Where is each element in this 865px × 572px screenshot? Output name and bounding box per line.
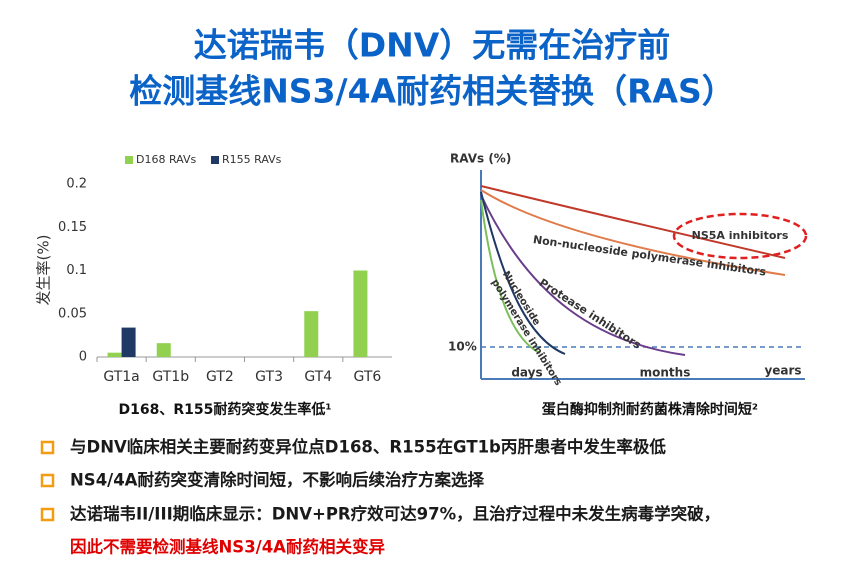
bar bbox=[353, 270, 368, 357]
bar bbox=[121, 327, 136, 357]
legend-label: D168 RAVs bbox=[136, 153, 197, 166]
diagram-caption: 蛋白酶抑制剂耐药菌株清除时间短² bbox=[542, 401, 758, 418]
diagram-y-label: RAVs (%) bbox=[450, 152, 511, 166]
bullet-icon bbox=[40, 473, 55, 488]
curve-label: NS5A inhibitors bbox=[692, 229, 789, 242]
curve-label: Protease inhibitors bbox=[537, 276, 644, 352]
curve bbox=[480, 189, 786, 276]
bar bbox=[304, 311, 319, 357]
legend-swatch bbox=[211, 156, 219, 164]
curve bbox=[480, 185, 786, 259]
bullet-icon bbox=[40, 507, 55, 522]
curve bbox=[480, 199, 541, 354]
y-tick-label: 0.15 bbox=[58, 220, 87, 235]
bar bbox=[107, 352, 122, 357]
title-line: 检测基线NS3/4A耐药相关替换（RAS） bbox=[129, 72, 735, 111]
y-tick-label: 0 bbox=[79, 350, 87, 365]
x-tick-label: GT3 bbox=[255, 369, 283, 385]
y-tick-label: 0.1 bbox=[66, 263, 87, 278]
y-axis-label: 发生率(%) bbox=[35, 235, 53, 306]
legend-label: R155 RAVs bbox=[222, 153, 282, 166]
diagram: RAVs (%) 10% days months years NS5A inhi… bbox=[448, 152, 808, 418]
y-tick-label: 0.05 bbox=[58, 306, 87, 321]
bullet-text: 达诺瑞韦II/III期临床显示：DNV+PR疗效可达97%，且治疗过程中未发生病… bbox=[70, 504, 720, 524]
y-tick-label: 0.2 bbox=[66, 177, 87, 192]
bullet-text: 因此不需要检测基线NS3/4A耐药相关变异 bbox=[70, 537, 385, 557]
bar bbox=[156, 343, 171, 357]
x-tick-label: GT6 bbox=[354, 369, 382, 385]
x-label: days bbox=[511, 366, 542, 380]
curve bbox=[480, 194, 686, 356]
bullet-text: 与DNV临床相关主要耐药变异位点D168、R155在GT1b丙肝患者中发生率极低 bbox=[70, 437, 666, 457]
curve bbox=[480, 191, 566, 355]
highlight bbox=[672, 212, 808, 260]
chart-caption: D168、R155耐药突变发生率低¹ bbox=[119, 401, 332, 418]
title-line: 达诺瑞韦（DNV）无需在治疗前 bbox=[194, 26, 671, 65]
threshold-label: 10% bbox=[448, 340, 477, 354]
x-tick-label: GT4 bbox=[304, 369, 332, 385]
x-tick-label: GT1a bbox=[103, 369, 139, 385]
legend-swatch bbox=[125, 156, 133, 164]
bullet-text: NS4/4A耐药突变清除时间短，不影响后续治疗方案选择 bbox=[70, 470, 484, 490]
x-tick-label: GT1b bbox=[152, 369, 189, 385]
x-label: months bbox=[640, 366, 691, 380]
x-tick-label: GT2 bbox=[206, 369, 234, 385]
x-label: years bbox=[764, 364, 801, 378]
bullet-icon bbox=[40, 440, 55, 455]
